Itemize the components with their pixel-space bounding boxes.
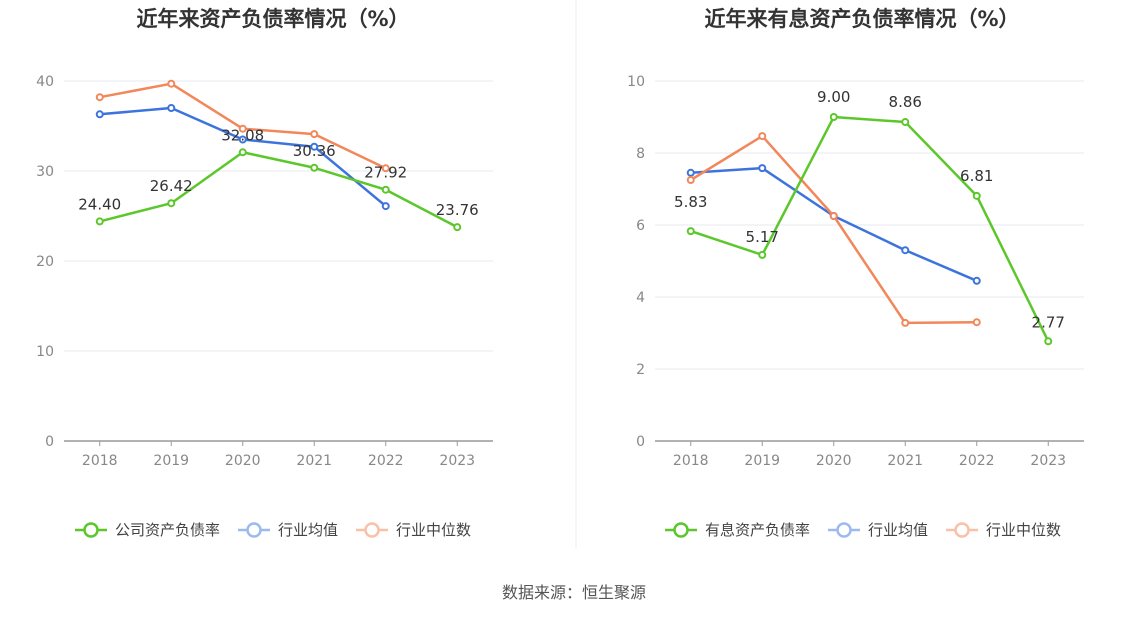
data-label: 23.76	[436, 201, 479, 219]
legend-item-label: 行业均值	[868, 521, 928, 539]
legend-swatch-marker	[364, 522, 380, 538]
data-point	[829, 212, 838, 220]
data-point	[238, 148, 247, 157]
legend-swatch-marker	[954, 522, 970, 538]
data-label: 6.81	[960, 167, 993, 185]
x-tick-label: 2020	[816, 453, 852, 469]
data-point	[310, 163, 319, 172]
chart-title: 近年来有息资产负债率情况（%）	[704, 7, 1019, 31]
x-tick-label: 2018	[82, 453, 118, 469]
x-tick-label: 2021	[296, 453, 332, 469]
y-tick-label: 8	[636, 146, 645, 162]
legend-item-label: 行业均值	[278, 521, 338, 539]
y-tick-label: 2	[636, 362, 645, 378]
legend-item-label: 行业中位数	[396, 521, 471, 539]
data-point	[972, 191, 981, 200]
data-point	[686, 227, 695, 236]
data-point	[95, 217, 104, 226]
series-line	[690, 134, 977, 325]
data-point	[95, 110, 104, 119]
data-point	[238, 124, 247, 133]
y-tick-label: 4	[636, 290, 645, 306]
data-label: 8.86	[889, 93, 922, 111]
data-point	[310, 130, 319, 139]
y-tick-label: 0	[636, 434, 645, 450]
series-line	[99, 151, 458, 229]
data-label: 9.00	[817, 88, 850, 106]
legend-swatch-marker	[836, 522, 852, 538]
data-label: 27.92	[364, 164, 407, 182]
data-point	[310, 142, 319, 151]
data-point	[1044, 337, 1053, 346]
data-point	[238, 135, 247, 144]
data-point	[829, 113, 838, 121]
data-point	[901, 118, 910, 127]
data-label: 30.36	[293, 142, 336, 160]
data-point	[381, 185, 390, 194]
y-tick-label: 0	[45, 434, 54, 450]
source-note: 数据来源：恒生聚源	[502, 583, 646, 602]
y-tick-label: 10	[36, 344, 54, 360]
x-tick-label: 2023	[1030, 453, 1066, 469]
data-point	[381, 202, 390, 211]
data-point	[901, 318, 910, 327]
data-point	[686, 168, 695, 177]
x-tick-label: 2022	[959, 453, 995, 469]
legend-swatch-marker	[673, 522, 689, 538]
series-line	[690, 166, 978, 282]
x-tick-label: 2020	[225, 453, 261, 469]
legend-swatch-marker	[246, 522, 262, 538]
x-tick-label: 2018	[673, 453, 709, 469]
y-tick-label: 30	[36, 164, 54, 180]
x-tick-label: 2023	[439, 453, 475, 469]
legend-item-label: 行业中位数	[986, 521, 1061, 539]
data-point	[972, 276, 981, 285]
data-point	[381, 164, 390, 173]
data-point	[95, 93, 104, 102]
data-point	[453, 223, 462, 232]
y-tick-label: 40	[36, 74, 54, 90]
x-tick-label: 2021	[887, 453, 923, 469]
data-point	[758, 250, 767, 259]
data-point	[758, 132, 767, 141]
data-point	[686, 176, 695, 184]
data-point	[167, 199, 176, 208]
y-tick-label: 10	[627, 74, 645, 90]
data-point	[972, 318, 981, 327]
data-point	[758, 164, 767, 173]
data-label: 5.17	[746, 228, 779, 246]
data-point	[167, 79, 176, 88]
data-label: 32.08	[221, 126, 264, 144]
legend-item-label: 有息资产负债率	[705, 521, 810, 539]
legend-item-label: 公司资产负债率	[115, 521, 220, 539]
series-line	[690, 115, 1050, 342]
x-tick-label: 2019	[153, 453, 189, 469]
data-label: 24.40	[78, 195, 121, 213]
series-line	[99, 106, 387, 208]
data-label: 2.77	[1032, 313, 1065, 331]
data-label: 5.83	[674, 193, 707, 211]
chart-interest-debt-ratio: 近年来有息资产负债率情况（%） 0 2 4 6 8 10 2018 2019 2020 2021 20…	[627, 7, 1084, 539]
legend-swatch-marker	[83, 522, 99, 538]
chart-debt-ratio: 近年来资产负债率情况（%） 0 10 20 30 40 2018 2019 2020 2021 20…	[36, 7, 493, 539]
chart-title: 近年来资产负债率情况（%）	[136, 7, 409, 31]
x-tick-label: 2019	[744, 453, 780, 469]
y-tick-label: 6	[636, 218, 645, 234]
data-label: 26.42	[150, 177, 193, 195]
y-tick-label: 20	[36, 254, 54, 270]
data-point	[901, 246, 910, 255]
data-point	[167, 104, 176, 112]
x-tick-label: 2022	[368, 453, 404, 469]
